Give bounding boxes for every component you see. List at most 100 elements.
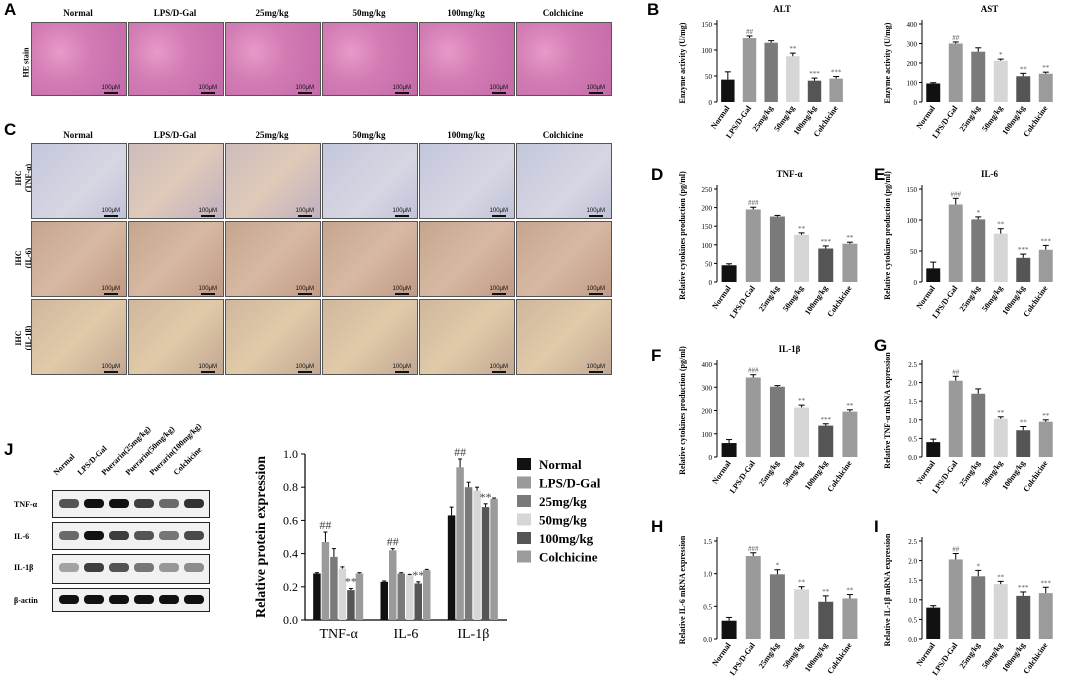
bar xyxy=(721,620,737,639)
x-tick-label: Colchicine xyxy=(826,284,854,319)
bar xyxy=(818,601,834,639)
legend-label: 100mg/kg xyxy=(539,531,594,546)
y-tick-label: 1.5 xyxy=(908,398,917,406)
x-tick-label: 25mg/kg xyxy=(958,459,982,488)
bar xyxy=(971,51,986,102)
significance-label: ## xyxy=(319,518,331,532)
ihc-tnf-image-25: 100μM xyxy=(225,143,321,219)
ihc-il6-image-normal: 100μM xyxy=(31,221,127,297)
ast-bar-chart: AST Enzyme activity (U/mg) 0 100 200 300 400 No… xyxy=(883,4,1053,140)
significance-label: *** xyxy=(1041,237,1052,245)
ihc-il6-image-lps: 100μM xyxy=(128,221,224,297)
ihc-col-25: 25mg/kg xyxy=(255,130,289,140)
chart-title: AST xyxy=(981,4,999,14)
western-blot xyxy=(52,484,210,612)
y-axis-label: Relative cytokines production (pg/ml) xyxy=(678,346,687,475)
y-axis-label: Enzyme activity (U/mg) xyxy=(883,22,892,103)
significance-label: *** xyxy=(831,69,842,77)
bar xyxy=(321,541,330,620)
ihc-il6-image-colchicine: 100μM xyxy=(516,221,612,297)
bar xyxy=(1038,421,1053,457)
significance-label: ** xyxy=(789,45,797,53)
ihc-tnf-image-normal: 100μM xyxy=(31,143,127,219)
bar xyxy=(769,574,785,639)
significance-label: ** xyxy=(1020,418,1028,426)
he-image-100: 100μM xyxy=(419,22,515,96)
x-tick-label: Normal xyxy=(914,283,937,310)
bar xyxy=(742,38,757,102)
x-tick-label: 50mg/kg xyxy=(781,284,805,313)
ihc-il6-image-50: 100μM xyxy=(322,221,418,297)
wb-strip-tnf xyxy=(52,490,210,518)
wb-label-bactin: β-actin xyxy=(14,596,38,605)
significance-label: ** xyxy=(480,490,492,504)
bar xyxy=(1016,257,1031,282)
y-tick-label: 0 xyxy=(914,99,918,107)
ihc-tnf-image-100: 100μM xyxy=(419,143,515,219)
x-tick-label: 50mg/kg xyxy=(781,459,805,488)
il6-cytokine-bar-chart: IL-6 Relative cytokines production (pg/ml… xyxy=(883,169,1053,320)
y-tick-label: 0.4 xyxy=(283,547,298,561)
y-tick-label: 1.0 xyxy=(908,417,917,425)
bar xyxy=(1038,73,1053,102)
bar xyxy=(338,568,347,620)
legend-swatch xyxy=(517,513,531,526)
significance-label: * xyxy=(999,51,1003,59)
y-tick-label: 50 xyxy=(705,260,713,268)
y-tick-label: 0 xyxy=(709,279,713,287)
il1b-mrna-bar-chart: Relative IL-1β mRNA expression 0.0 0.5 1.0 1… xyxy=(883,533,1053,677)
bar xyxy=(406,575,414,620)
legend-label: 25mg/kg xyxy=(539,494,587,509)
bar xyxy=(389,550,397,620)
bar xyxy=(745,209,761,282)
x-tick-label: Normal xyxy=(710,458,733,485)
x-tick-label: 25mg/kg xyxy=(958,284,982,313)
bar xyxy=(423,570,431,620)
significance-label: ** xyxy=(1042,412,1050,420)
significance-label: ** xyxy=(846,402,854,410)
bar xyxy=(380,581,388,620)
bar xyxy=(786,56,800,102)
bar xyxy=(1038,249,1053,282)
legend-label: LPS/D-Gal xyxy=(539,476,601,491)
bar xyxy=(464,487,473,620)
y-tick-label: 1.0 xyxy=(703,571,712,579)
ihc-il1b-image-colchicine: 100μM xyxy=(516,299,612,375)
bar xyxy=(926,442,941,457)
y-tick-label: 1.0 xyxy=(908,597,917,605)
bar xyxy=(721,265,737,282)
bar xyxy=(971,576,986,639)
panel-letter-b: B xyxy=(647,0,660,19)
bar xyxy=(481,507,490,620)
y-tick-label: 100 xyxy=(907,217,918,225)
x-tick-label: 25mg/kg xyxy=(958,104,982,133)
bar xyxy=(347,590,355,620)
x-tick-label: 50mg/kg xyxy=(781,641,805,670)
x-tick-label: 50mg/kg xyxy=(980,641,1004,670)
he-row-label: HE stain xyxy=(21,47,31,78)
he-col-100: 100mg/kg xyxy=(447,8,485,18)
bar xyxy=(948,43,963,102)
ihc-tnf-image-50: 100μM xyxy=(322,143,418,219)
x-tick-label: Normal xyxy=(710,283,733,310)
significance-label: ** xyxy=(997,409,1005,417)
legend-swatch xyxy=(517,476,531,489)
significance-label: ** xyxy=(798,397,806,405)
y-tick-label: 0.0 xyxy=(908,636,917,644)
ihc-il6-image-25: 100μM xyxy=(225,221,321,297)
significance-label: ## xyxy=(387,535,399,549)
bar xyxy=(926,607,941,639)
x-tick-label: 25mg/kg xyxy=(751,104,775,133)
wb-label-il6: IL-6 xyxy=(14,532,30,541)
ihc-il1b-image-normal: 100μM xyxy=(31,299,127,375)
y-tick-label: 300 xyxy=(702,384,713,392)
significance-label: ## xyxy=(746,28,754,36)
bar xyxy=(842,598,858,639)
alt-bar-chart: ALT Enzyme activity (U/mg) 0 50 100 150 Normal… xyxy=(678,4,843,140)
x-tick-label: 50mg/kg xyxy=(980,104,1004,133)
tnf-mrna-bar-chart: Relative TNF-α mRNA expression 0.0 0.5 1.0 1… xyxy=(883,352,1053,495)
y-tick-label: 1.0 xyxy=(283,447,298,461)
bar xyxy=(473,490,481,620)
ihc-il1b-image-25: 100μM xyxy=(225,299,321,375)
y-tick-label: 0.5 xyxy=(703,603,712,611)
